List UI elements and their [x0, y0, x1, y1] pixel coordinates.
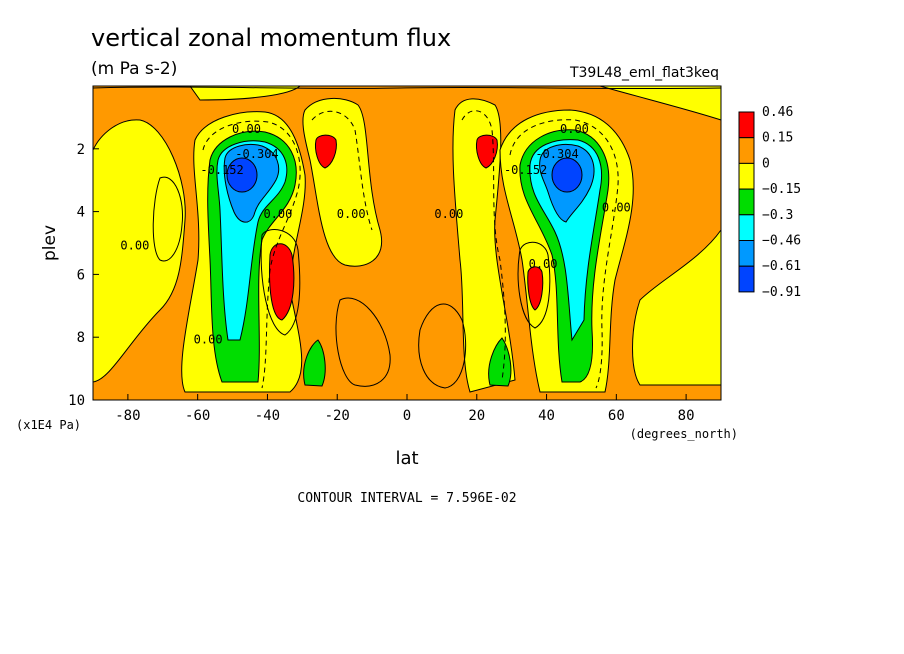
red-regions — [269, 134, 544, 321]
x-tick-label: -60 — [185, 408, 210, 424]
dashed-sh-sub — [311, 110, 373, 231]
chart-units: (m Pa s-2) — [91, 59, 177, 79]
contour-label: -0.152 — [200, 163, 243, 177]
y-tick-label: 8 — [77, 330, 85, 346]
region-red-sh-mid — [269, 243, 295, 321]
contour-label: -0.152 — [504, 163, 547, 177]
contour-sh-eq-cell — [335, 297, 391, 387]
x-axis-label: lat — [395, 448, 418, 469]
colorbar-label: −0.15 — [762, 182, 801, 197]
x-tick-label: -40 — [255, 408, 280, 424]
x-tick-label: 80 — [678, 408, 695, 424]
colorbar-label: 0.15 — [762, 131, 793, 146]
core-sh — [226, 157, 258, 193]
dashed-nh-outer — [509, 119, 619, 389]
colorbar-swatch — [738, 265, 755, 293]
dashed-nh-sub — [461, 110, 506, 381]
colorbar-label: −0.3 — [762, 208, 793, 223]
x-tick-label: 20 — [468, 408, 485, 424]
region-yellow-top-bar — [189, 85, 302, 101]
plot-area: 0.00 -0.304 -0.152 0.00 0.00 0.00 0.00 0.00 0.00… — [92, 85, 722, 401]
region-yellow-nh-sub — [452, 98, 516, 393]
region-yellow-sh-polar — [92, 119, 186, 383]
x-axis: -80 -60 -40 -20 0 20 40 60 80 — [115, 394, 695, 424]
colorbar-label: 0 — [762, 156, 770, 171]
colorbar-swatch — [738, 137, 755, 164]
y-axis-units: (x1E4 Pa) — [16, 418, 81, 432]
region-yellow-nh-polar — [632, 228, 722, 386]
contour-nh-mid-outer — [517, 241, 551, 329]
y-axis-label: plev — [40, 225, 60, 261]
colorbar-label: −0.91 — [762, 285, 801, 300]
region-green-sh-drop — [303, 339, 326, 387]
contour-interval-note: CONTOUR INTERVAL = 7.596E-02 — [297, 491, 516, 506]
contour-sh-mid-outer — [260, 229, 301, 336]
chart-title: vertical zonal momentum flux — [91, 24, 451, 52]
x-axis-units: (degrees_north) — [630, 427, 738, 441]
colorbar-label: −0.46 — [762, 234, 801, 249]
contour-label: 0.00 — [337, 207, 366, 221]
contour-label: 0.00 — [194, 332, 223, 346]
contour-sh-polar-cell — [152, 176, 184, 262]
y-axis: 2 4 6 8 10 — [68, 142, 99, 409]
contour-label: 0.00 — [434, 207, 463, 221]
colorbar-label: 0.46 — [762, 105, 793, 120]
y-tick-label: 2 — [77, 142, 85, 158]
x-tick-label: -20 — [325, 408, 350, 424]
y-tick-label: 6 — [77, 267, 85, 283]
x-tick-label: 60 — [608, 408, 625, 424]
colorbar-label: −0.61 — [762, 259, 801, 274]
contour-label: 0.00 — [560, 122, 589, 136]
contour-label: -0.304 — [235, 147, 278, 161]
y-tick-label: 4 — [77, 205, 85, 221]
contour-label: 0.00 — [529, 257, 558, 271]
contour-label: 0.00 — [263, 207, 292, 221]
run-label: T39L48_eml_flat3keq — [569, 65, 719, 81]
region-red-nh-top — [476, 134, 498, 169]
colorbar-swatch — [738, 240, 755, 267]
core-regions — [226, 157, 583, 193]
contour-lines — [92, 86, 722, 389]
x-tick-label: 40 — [538, 408, 555, 424]
colorbar-swatch — [738, 188, 755, 216]
x-tick-label: 0 — [403, 408, 411, 424]
y-tick-label: 10 — [68, 393, 85, 409]
region-red-sh-top — [315, 134, 337, 169]
dashed-contours — [202, 110, 619, 389]
colorbar-swatch — [738, 162, 755, 190]
region-red-nh-mid — [527, 266, 544, 311]
contour-label: -0.304 — [535, 147, 578, 161]
dashed-sh-outer — [202, 120, 301, 389]
contour-nh-eq-cell — [418, 303, 467, 389]
contour-label: 0.00 — [120, 238, 149, 252]
contour-label: 0.00 — [602, 201, 631, 215]
contour-label: 0.00 — [232, 122, 261, 136]
contour-top-line — [92, 86, 722, 90]
colorbar-swatch — [738, 111, 755, 139]
colorbar-swatch — [738, 214, 755, 242]
core-nh — [551, 157, 583, 193]
x-tick-label: -80 — [115, 408, 140, 424]
colorbar: 0.46 0.15 0 −0.15 −0.3 −0.46 −0.61 −0.91 — [738, 105, 801, 300]
contour-label-group: 0.00 -0.304 -0.152 0.00 0.00 0.00 0.00 0.00 0.00… — [120, 122, 630, 346]
